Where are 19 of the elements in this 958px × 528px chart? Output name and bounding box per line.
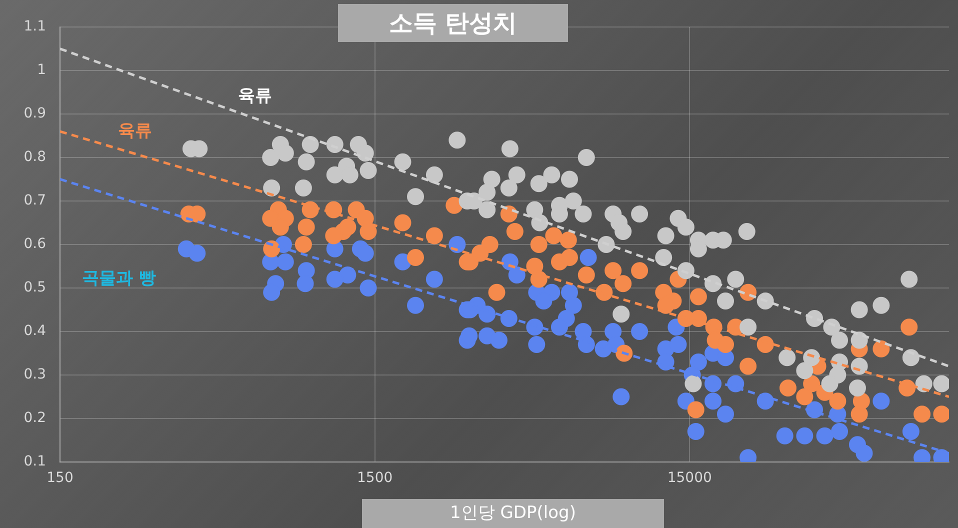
y-tick-label: 1.1 xyxy=(24,18,46,35)
y-tick-label: 0.9 xyxy=(24,106,46,122)
series-label: 곡물과 빵 xyxy=(82,268,156,289)
y-tick-label: 0.1 xyxy=(24,454,46,470)
x-tick-label: 1500 xyxy=(356,470,393,486)
y-tick-label: 0.7 xyxy=(24,192,46,209)
y-tick-label: 0.6 xyxy=(24,236,46,252)
y-tick-label: 0.3 xyxy=(24,366,46,383)
axis-title-banner: 1인당 GDP(log) xyxy=(362,499,664,528)
y-tick-label: 0.2 xyxy=(24,410,46,426)
title-banner: 소득 탄성치 xyxy=(338,4,568,42)
y-tick-label: 0.5 xyxy=(24,280,46,296)
y-tick-label: 0.8 xyxy=(24,149,46,166)
y-tick-label: 1 xyxy=(37,62,46,78)
x-tick-label: 150 xyxy=(46,470,74,486)
series-label: 육류 xyxy=(238,86,272,106)
text: 육류 xyxy=(118,120,152,141)
y-tick-label: 0.4 xyxy=(24,323,46,340)
x-tick-label: 15000 xyxy=(667,470,712,486)
